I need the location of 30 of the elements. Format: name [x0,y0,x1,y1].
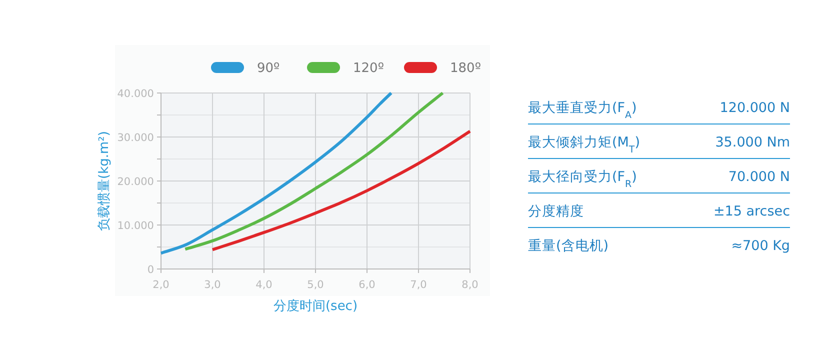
line-series [184,92,444,251]
x-tick-label: 8,0 [462,279,478,291]
text: ≈700 Kg [731,238,790,254]
y-tick-label: 20.000 [117,176,154,188]
text: 最大径向受力(F$_{R}$) [528,169,637,190]
y-tick-label: 40.000 [117,88,154,100]
x-tick-label: 3,0 [204,279,221,291]
y-tick-label: 10.000 [117,220,154,232]
legend-label: 120º [353,61,384,76]
text: 最大倾斜力矩(M$_{T}$) [528,134,640,155]
x-tick-label: 2,0 [152,279,170,291]
y-tick-label: 30.000 [117,132,154,144]
x-tick-label: 7,0 [410,279,427,291]
line-series [211,130,472,252]
x-tick-label: 5,0 [307,279,324,291]
y-tick-label: 0 [147,264,154,276]
y-axis-title: 负载惯量(kg.m²) [97,131,112,231]
text: 35.000 Nm [715,134,790,150]
legend-label: 90º [257,61,280,76]
x-tick-label: 6,0 [358,279,376,291]
text: 分度精度 [528,204,584,220]
text: 120.000 N [720,100,790,116]
line-series [160,92,393,255]
text: ±15 arcsec [714,204,790,220]
text: 最大垂直受力(F$_{A}$) [528,100,637,120]
legend-label: 180º [450,61,481,76]
x-tick-label: 4,0 [256,279,272,291]
text: 70.000 N [728,169,790,185]
text: 重量(含电机) [528,238,609,254]
x-axis-title: 分度时间(sec) [273,298,358,314]
